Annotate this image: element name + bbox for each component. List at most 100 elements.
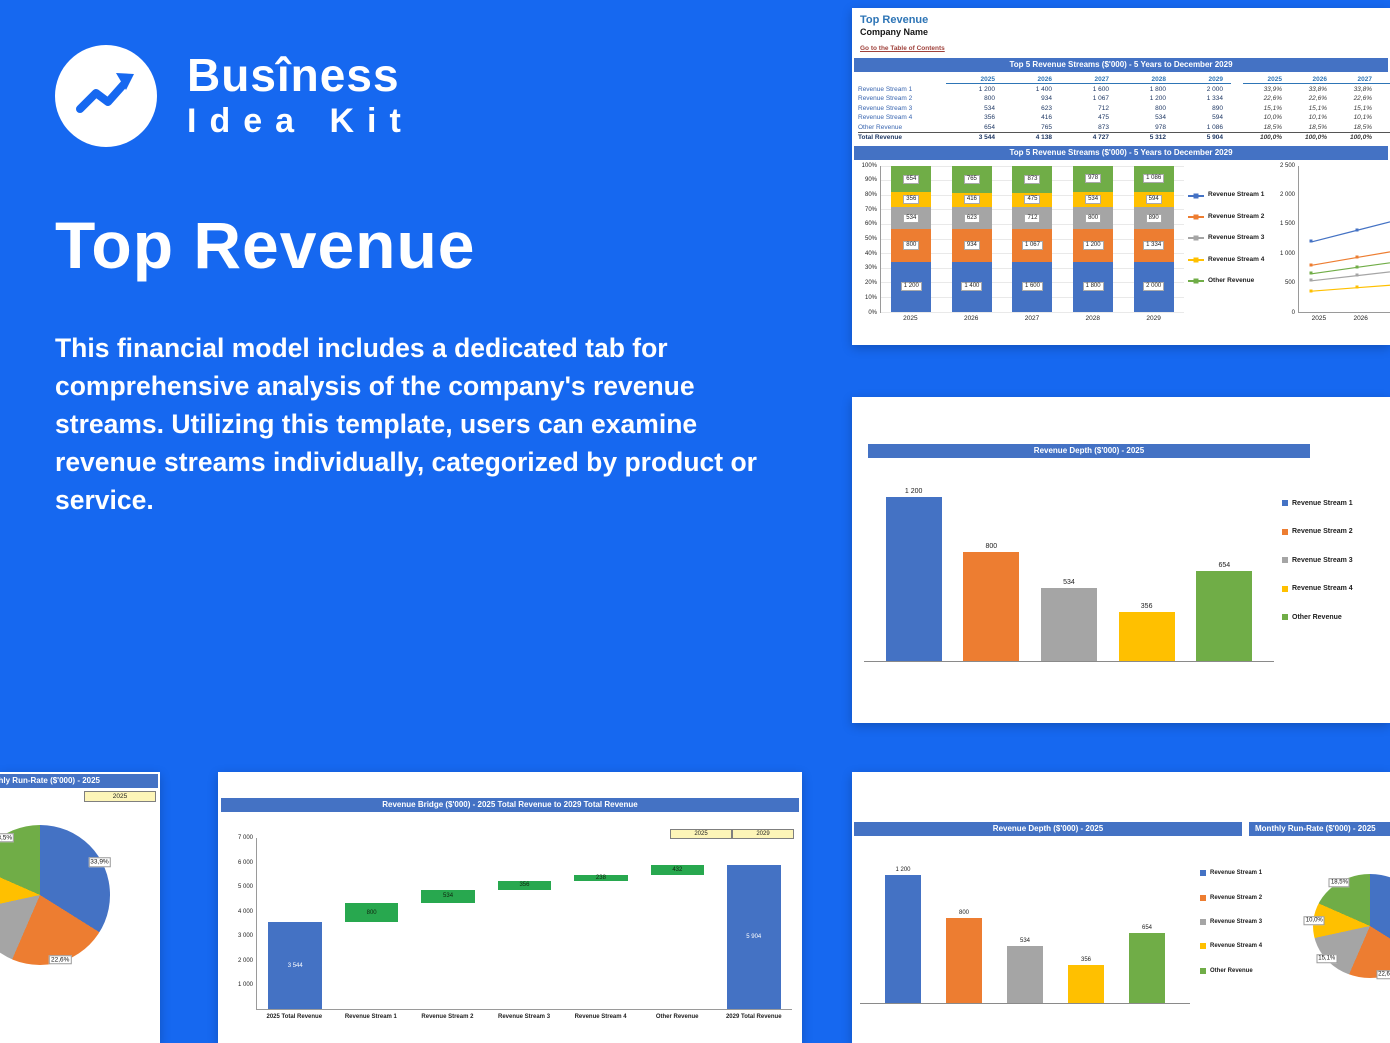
line-marker xyxy=(1355,265,1359,269)
segment-value-label: 416 xyxy=(963,195,980,205)
sheet-title: Top Revenue xyxy=(860,14,929,26)
waterfall-value-label: 3 544 xyxy=(287,962,303,969)
waterfall-value-label: 534 xyxy=(443,893,454,900)
line-marker xyxy=(1309,289,1313,293)
segment-value-label: 1 800 xyxy=(1082,282,1104,292)
legend-label: Revenue Stream 3 xyxy=(1208,234,1265,242)
legend-item: Revenue Stream 2 xyxy=(1200,894,1300,901)
year-input-cell[interactable]: 2025 xyxy=(84,791,156,802)
legend-label: Revenue Stream 4 xyxy=(1210,943,1263,950)
waterfall-column: 356 xyxy=(486,838,562,1009)
legend-square-marker xyxy=(1282,500,1288,506)
legend-label: Revenue Stream 1 xyxy=(1210,870,1263,877)
table-title-bar: Top 5 Revenue Streams ($'000) - 5 Years … xyxy=(854,58,1388,72)
bar xyxy=(946,917,982,1003)
table-row: Total Revenue 3 544 4 138 4 727 5 312 5 904 10… xyxy=(858,132,1390,142)
sheet-panel: Top Revenue Company Name Go to the Table… xyxy=(852,8,1390,345)
stacked-chart-legend: Revenue Stream 1 Revenue Stream 2 Revenue … xyxy=(1184,166,1272,328)
table-row: Other Revenue 654 765 873 978 1 086 18,5% 18,5%… xyxy=(858,123,1372,131)
stack-segment: 594 xyxy=(1133,192,1174,208)
segment-value-label: 1 200 xyxy=(1082,241,1104,251)
bar-value-label: 800 xyxy=(958,909,969,916)
brand-logo-circle xyxy=(55,45,157,147)
bar-value-label: 800 xyxy=(985,542,998,550)
bar-value-label: 654 xyxy=(1218,562,1231,570)
waterfall-bar: 800 xyxy=(344,902,399,923)
legend-line-marker xyxy=(1188,235,1204,241)
stack-segment: 765 xyxy=(951,165,992,193)
run-rate-panel: Monthly Run-Rate ($'000) - 2025 2025 33,… xyxy=(0,772,160,1043)
legend-line-marker xyxy=(1188,214,1204,220)
legend-square-marker xyxy=(1200,967,1206,974)
legend-label: Other Revenue xyxy=(1292,613,1342,621)
bar xyxy=(1068,965,1104,1003)
stack-segment: 800 xyxy=(1073,207,1114,230)
bar-column: 534 xyxy=(1007,854,1043,1003)
plot-area: 1 200 800 534 356 654 xyxy=(864,470,1274,662)
legend-label: Revenue Stream 3 xyxy=(1292,556,1353,564)
legend-label: Revenue Stream 1 xyxy=(1292,499,1353,507)
plot-area: 1 200 800 534 356 654 1 400 934 623 416 765 1 600 1… xyxy=(880,165,1184,313)
legend-square-marker xyxy=(1282,557,1288,563)
legend-square-marker xyxy=(1200,943,1206,950)
segment-value-label: 654 xyxy=(903,174,920,184)
revenue-bridge-waterfall-chart: 7 000 6 000 5 000 4 000 3 000 2 000 1 000 3 544… xyxy=(226,835,792,1024)
bridge-to-year-cell[interactable]: 2029 xyxy=(732,829,794,839)
segment-value-label: 1 334 xyxy=(1143,241,1165,251)
legend-item: Revenue Stream 2 xyxy=(1282,528,1384,535)
stacked-bar-chart: 100% 90% 80% 70% 60% 50% 40% 30% 20% 10% 0% 1 200 80… xyxy=(854,163,1184,324)
segment-value-label: 534 xyxy=(903,213,920,223)
legend-line-marker xyxy=(1188,193,1204,199)
line-marker xyxy=(1309,278,1313,282)
run-rate-title-bar: Monthly Run-Rate ($'000) - 2025 xyxy=(0,774,158,788)
runrate2-title-bar: Monthly Run-Rate ($'000) - 2025 xyxy=(1249,822,1390,836)
revenue-depth-bar-chart: 1 200 800 534 356 654 xyxy=(864,470,1274,662)
waterfall-value-label: 356 xyxy=(519,882,530,889)
waterfall-column: 238 xyxy=(563,838,639,1009)
stack-segment: 475 xyxy=(1012,192,1053,208)
segment-value-label: 1 200 xyxy=(900,282,922,292)
x-axis: 2025 Total Revenue Revenue Stream 1 Revenu… xyxy=(266,1014,782,1020)
bar-column: 654 xyxy=(1129,854,1165,1003)
legend-square-marker xyxy=(1282,585,1288,592)
segment-value-label: 978 xyxy=(1085,174,1102,184)
stack-segment: 800 xyxy=(891,229,932,263)
waterfall-value-label: 432 xyxy=(672,867,683,874)
legend-item: Other Revenue xyxy=(1200,967,1300,974)
waterfall-bar: 238 xyxy=(574,875,628,881)
bar-value-label: 356 xyxy=(1140,603,1153,611)
brand-name-line2: Idea Kit xyxy=(187,102,414,141)
line-marker xyxy=(1355,228,1359,232)
bridge-from-year-cell[interactable]: 2025 xyxy=(670,829,732,839)
table-of-contents-link[interactable]: Go to the Table of Contents xyxy=(860,45,945,52)
waterfall-column: 5 904 xyxy=(716,838,792,1009)
stack-segment: 623 xyxy=(951,207,992,230)
waterfall-value-label: 800 xyxy=(366,909,377,916)
waterfall-bar: 3 544 xyxy=(268,922,322,1009)
bar-column: 800 xyxy=(963,470,1020,661)
pie-label: 18,5% xyxy=(1328,878,1350,888)
waterfall-column: 3 544 xyxy=(257,838,333,1009)
legend-label: Other Revenue xyxy=(1208,277,1255,285)
segment-value-label: 534 xyxy=(1085,195,1102,205)
run-rate-year-row: 2025 xyxy=(0,788,160,802)
segment-value-label: 1 600 xyxy=(1021,282,1043,292)
y-axis: 2 500 2 000 1 500 1 000 500 0 xyxy=(1279,162,1295,316)
depth2-title-bar: Revenue Depth ($'000) - 2025 xyxy=(854,822,1242,836)
segment-value-label: 873 xyxy=(1024,174,1041,184)
pie-label: 18,5% xyxy=(0,833,15,843)
pie-label: 22,6% xyxy=(49,955,72,965)
legend-item: Revenue Stream 4 xyxy=(1188,256,1272,264)
waterfall-bar: 356 xyxy=(497,881,552,890)
legend-label: Other Revenue xyxy=(1210,967,1253,974)
legend-line-marker xyxy=(1188,278,1204,284)
stack-segment: 873 xyxy=(1012,165,1053,193)
page-description: This financial model includes a dedicate… xyxy=(55,333,757,515)
bar xyxy=(885,496,942,661)
page-title: Top Revenue xyxy=(55,208,476,282)
run-rate-pie-chart: 33,9%22,6%15,1%10,0%18,5% xyxy=(0,810,125,980)
line-marker xyxy=(1309,271,1313,275)
line-marker xyxy=(1355,285,1359,289)
legend-item: Revenue Stream 4 xyxy=(1282,585,1384,592)
